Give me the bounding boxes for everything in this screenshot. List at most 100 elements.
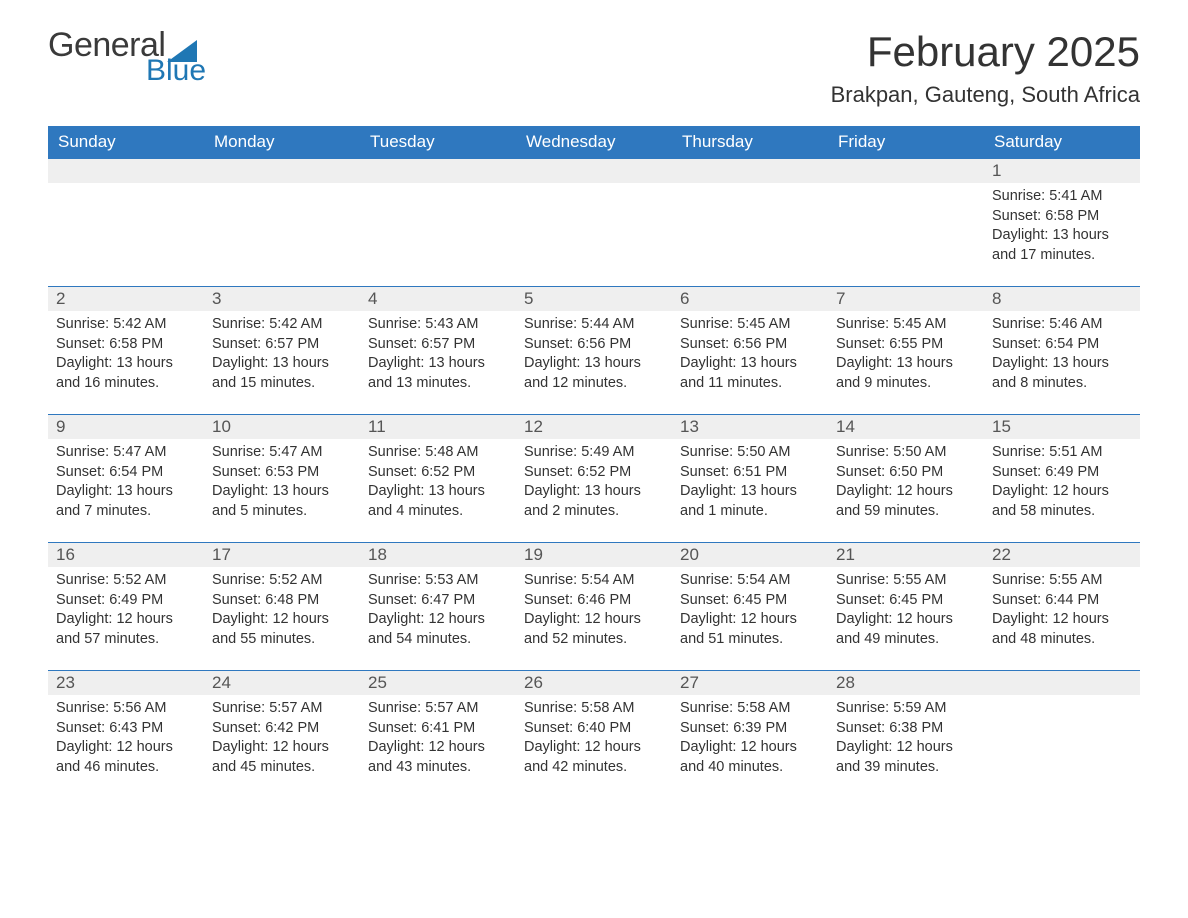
day-number-bar: 9 (48, 415, 204, 439)
daylight-line: Daylight: 12 hours and 54 minutes. (368, 610, 508, 649)
day-body: Sunrise: 5:53 AMSunset: 6:47 PMDaylight:… (360, 567, 516, 657)
day-cell: 12Sunrise: 5:49 AMSunset: 6:52 PMDayligh… (516, 415, 672, 543)
day-number-bar (48, 159, 204, 183)
daylight-line: Daylight: 12 hours and 42 minutes. (524, 738, 664, 777)
sunrise-line: Sunrise: 5:45 AM (680, 315, 820, 335)
day-number-bar: 20 (672, 543, 828, 567)
day-cell: 10Sunrise: 5:47 AMSunset: 6:53 PMDayligh… (204, 415, 360, 543)
day-number-bar: 28 (828, 671, 984, 695)
day-cell: 1Sunrise: 5:41 AMSunset: 6:58 PMDaylight… (984, 159, 1140, 287)
day-body: Sunrise: 5:52 AMSunset: 6:48 PMDaylight:… (204, 567, 360, 657)
sunrise-line: Sunrise: 5:47 AM (56, 443, 196, 463)
day-cell: 3Sunrise: 5:42 AMSunset: 6:57 PMDaylight… (204, 287, 360, 415)
day-number-bar: 15 (984, 415, 1140, 439)
day-body: Sunrise: 5:57 AMSunset: 6:42 PMDaylight:… (204, 695, 360, 785)
sunrise-line: Sunrise: 5:59 AM (836, 699, 976, 719)
day-number-bar: 2 (48, 287, 204, 311)
daylight-line: Daylight: 12 hours and 46 minutes. (56, 738, 196, 777)
sunrise-line: Sunrise: 5:51 AM (992, 443, 1132, 463)
calendar-table: Sunday Monday Tuesday Wednesday Thursday… (48, 126, 1140, 799)
sunset-line: Sunset: 6:53 PM (212, 463, 352, 483)
sunset-line: Sunset: 6:56 PM (680, 335, 820, 355)
sunset-line: Sunset: 6:42 PM (212, 719, 352, 739)
sunrise-line: Sunrise: 5:56 AM (56, 699, 196, 719)
sunrise-line: Sunrise: 5:52 AM (212, 571, 352, 591)
day-number-bar: 5 (516, 287, 672, 311)
day-number-bar: 14 (828, 415, 984, 439)
day-header-friday: Friday (828, 126, 984, 159)
sunrise-line: Sunrise: 5:48 AM (368, 443, 508, 463)
day-header-wednesday: Wednesday (516, 126, 672, 159)
day-cell: 28Sunrise: 5:59 AMSunset: 6:38 PMDayligh… (828, 671, 984, 799)
daylight-line: Daylight: 13 hours and 13 minutes. (368, 354, 508, 393)
sunset-line: Sunset: 6:49 PM (56, 591, 196, 611)
day-number-bar: 12 (516, 415, 672, 439)
sunrise-line: Sunrise: 5:44 AM (524, 315, 664, 335)
sunrise-line: Sunrise: 5:46 AM (992, 315, 1132, 335)
daylight-line: Daylight: 13 hours and 1 minute. (680, 482, 820, 521)
daylight-line: Daylight: 12 hours and 49 minutes. (836, 610, 976, 649)
day-cell (516, 159, 672, 287)
day-cell: 16Sunrise: 5:52 AMSunset: 6:49 PMDayligh… (48, 543, 204, 671)
day-body: Sunrise: 5:47 AMSunset: 6:53 PMDaylight:… (204, 439, 360, 529)
sunset-line: Sunset: 6:41 PM (368, 719, 508, 739)
sunrise-line: Sunrise: 5:55 AM (992, 571, 1132, 591)
day-body: Sunrise: 5:49 AMSunset: 6:52 PMDaylight:… (516, 439, 672, 529)
week-row: 2Sunrise: 5:42 AMSunset: 6:58 PMDaylight… (48, 287, 1140, 415)
day-body: Sunrise: 5:51 AMSunset: 6:49 PMDaylight:… (984, 439, 1140, 529)
day-body: Sunrise: 5:59 AMSunset: 6:38 PMDaylight:… (828, 695, 984, 785)
day-body: Sunrise: 5:41 AMSunset: 6:58 PMDaylight:… (984, 183, 1140, 273)
day-body: Sunrise: 5:55 AMSunset: 6:44 PMDaylight:… (984, 567, 1140, 657)
day-number-bar: 27 (672, 671, 828, 695)
daylight-line: Daylight: 12 hours and 40 minutes. (680, 738, 820, 777)
day-cell: 17Sunrise: 5:52 AMSunset: 6:48 PMDayligh… (204, 543, 360, 671)
sunset-line: Sunset: 6:54 PM (56, 463, 196, 483)
daylight-line: Daylight: 13 hours and 7 minutes. (56, 482, 196, 521)
day-cell: 15Sunrise: 5:51 AMSunset: 6:49 PMDayligh… (984, 415, 1140, 543)
daylight-line: Daylight: 12 hours and 58 minutes. (992, 482, 1132, 521)
daylight-line: Daylight: 12 hours and 55 minutes. (212, 610, 352, 649)
day-number-bar: 4 (360, 287, 516, 311)
sunrise-line: Sunrise: 5:45 AM (836, 315, 976, 335)
sunset-line: Sunset: 6:47 PM (368, 591, 508, 611)
day-cell: 11Sunrise: 5:48 AMSunset: 6:52 PMDayligh… (360, 415, 516, 543)
day-number-bar: 3 (204, 287, 360, 311)
sunset-line: Sunset: 6:52 PM (368, 463, 508, 483)
day-number-bar (672, 159, 828, 183)
daylight-line: Daylight: 12 hours and 52 minutes. (524, 610, 664, 649)
sunrise-line: Sunrise: 5:50 AM (836, 443, 976, 463)
logo-word-blue: Blue (146, 56, 206, 86)
page-header: General Blue February 2025 Brakpan, Gaut… (48, 28, 1140, 108)
daylight-line: Daylight: 13 hours and 16 minutes. (56, 354, 196, 393)
daylight-line: Daylight: 13 hours and 12 minutes. (524, 354, 664, 393)
day-cell: 20Sunrise: 5:54 AMSunset: 6:45 PMDayligh… (672, 543, 828, 671)
daylight-line: Daylight: 13 hours and 4 minutes. (368, 482, 508, 521)
day-cell (828, 159, 984, 287)
daylight-line: Daylight: 13 hours and 15 minutes. (212, 354, 352, 393)
day-number-bar: 25 (360, 671, 516, 695)
sunrise-line: Sunrise: 5:47 AM (212, 443, 352, 463)
sunset-line: Sunset: 6:48 PM (212, 591, 352, 611)
sunset-line: Sunset: 6:58 PM (992, 207, 1132, 227)
day-number-bar: 8 (984, 287, 1140, 311)
day-cell: 13Sunrise: 5:50 AMSunset: 6:51 PMDayligh… (672, 415, 828, 543)
day-body: Sunrise: 5:50 AMSunset: 6:51 PMDaylight:… (672, 439, 828, 529)
day-cell (204, 159, 360, 287)
day-body: Sunrise: 5:57 AMSunset: 6:41 PMDaylight:… (360, 695, 516, 785)
day-header-monday: Monday (204, 126, 360, 159)
day-cell (360, 159, 516, 287)
day-header-tuesday: Tuesday (360, 126, 516, 159)
sunrise-line: Sunrise: 5:55 AM (836, 571, 976, 591)
daylight-line: Daylight: 12 hours and 48 minutes. (992, 610, 1132, 649)
week-row: 9Sunrise: 5:47 AMSunset: 6:54 PMDaylight… (48, 415, 1140, 543)
day-body: Sunrise: 5:42 AMSunset: 6:57 PMDaylight:… (204, 311, 360, 401)
week-row: 23Sunrise: 5:56 AMSunset: 6:43 PMDayligh… (48, 671, 1140, 799)
daylight-line: Daylight: 12 hours and 43 minutes. (368, 738, 508, 777)
sunset-line: Sunset: 6:44 PM (992, 591, 1132, 611)
day-number-bar: 16 (48, 543, 204, 567)
location-subtitle: Brakpan, Gauteng, South Africa (831, 82, 1140, 108)
daylight-line: Daylight: 13 hours and 17 minutes. (992, 226, 1132, 265)
day-number-bar (516, 159, 672, 183)
sunset-line: Sunset: 6:57 PM (368, 335, 508, 355)
day-number-bar: 24 (204, 671, 360, 695)
